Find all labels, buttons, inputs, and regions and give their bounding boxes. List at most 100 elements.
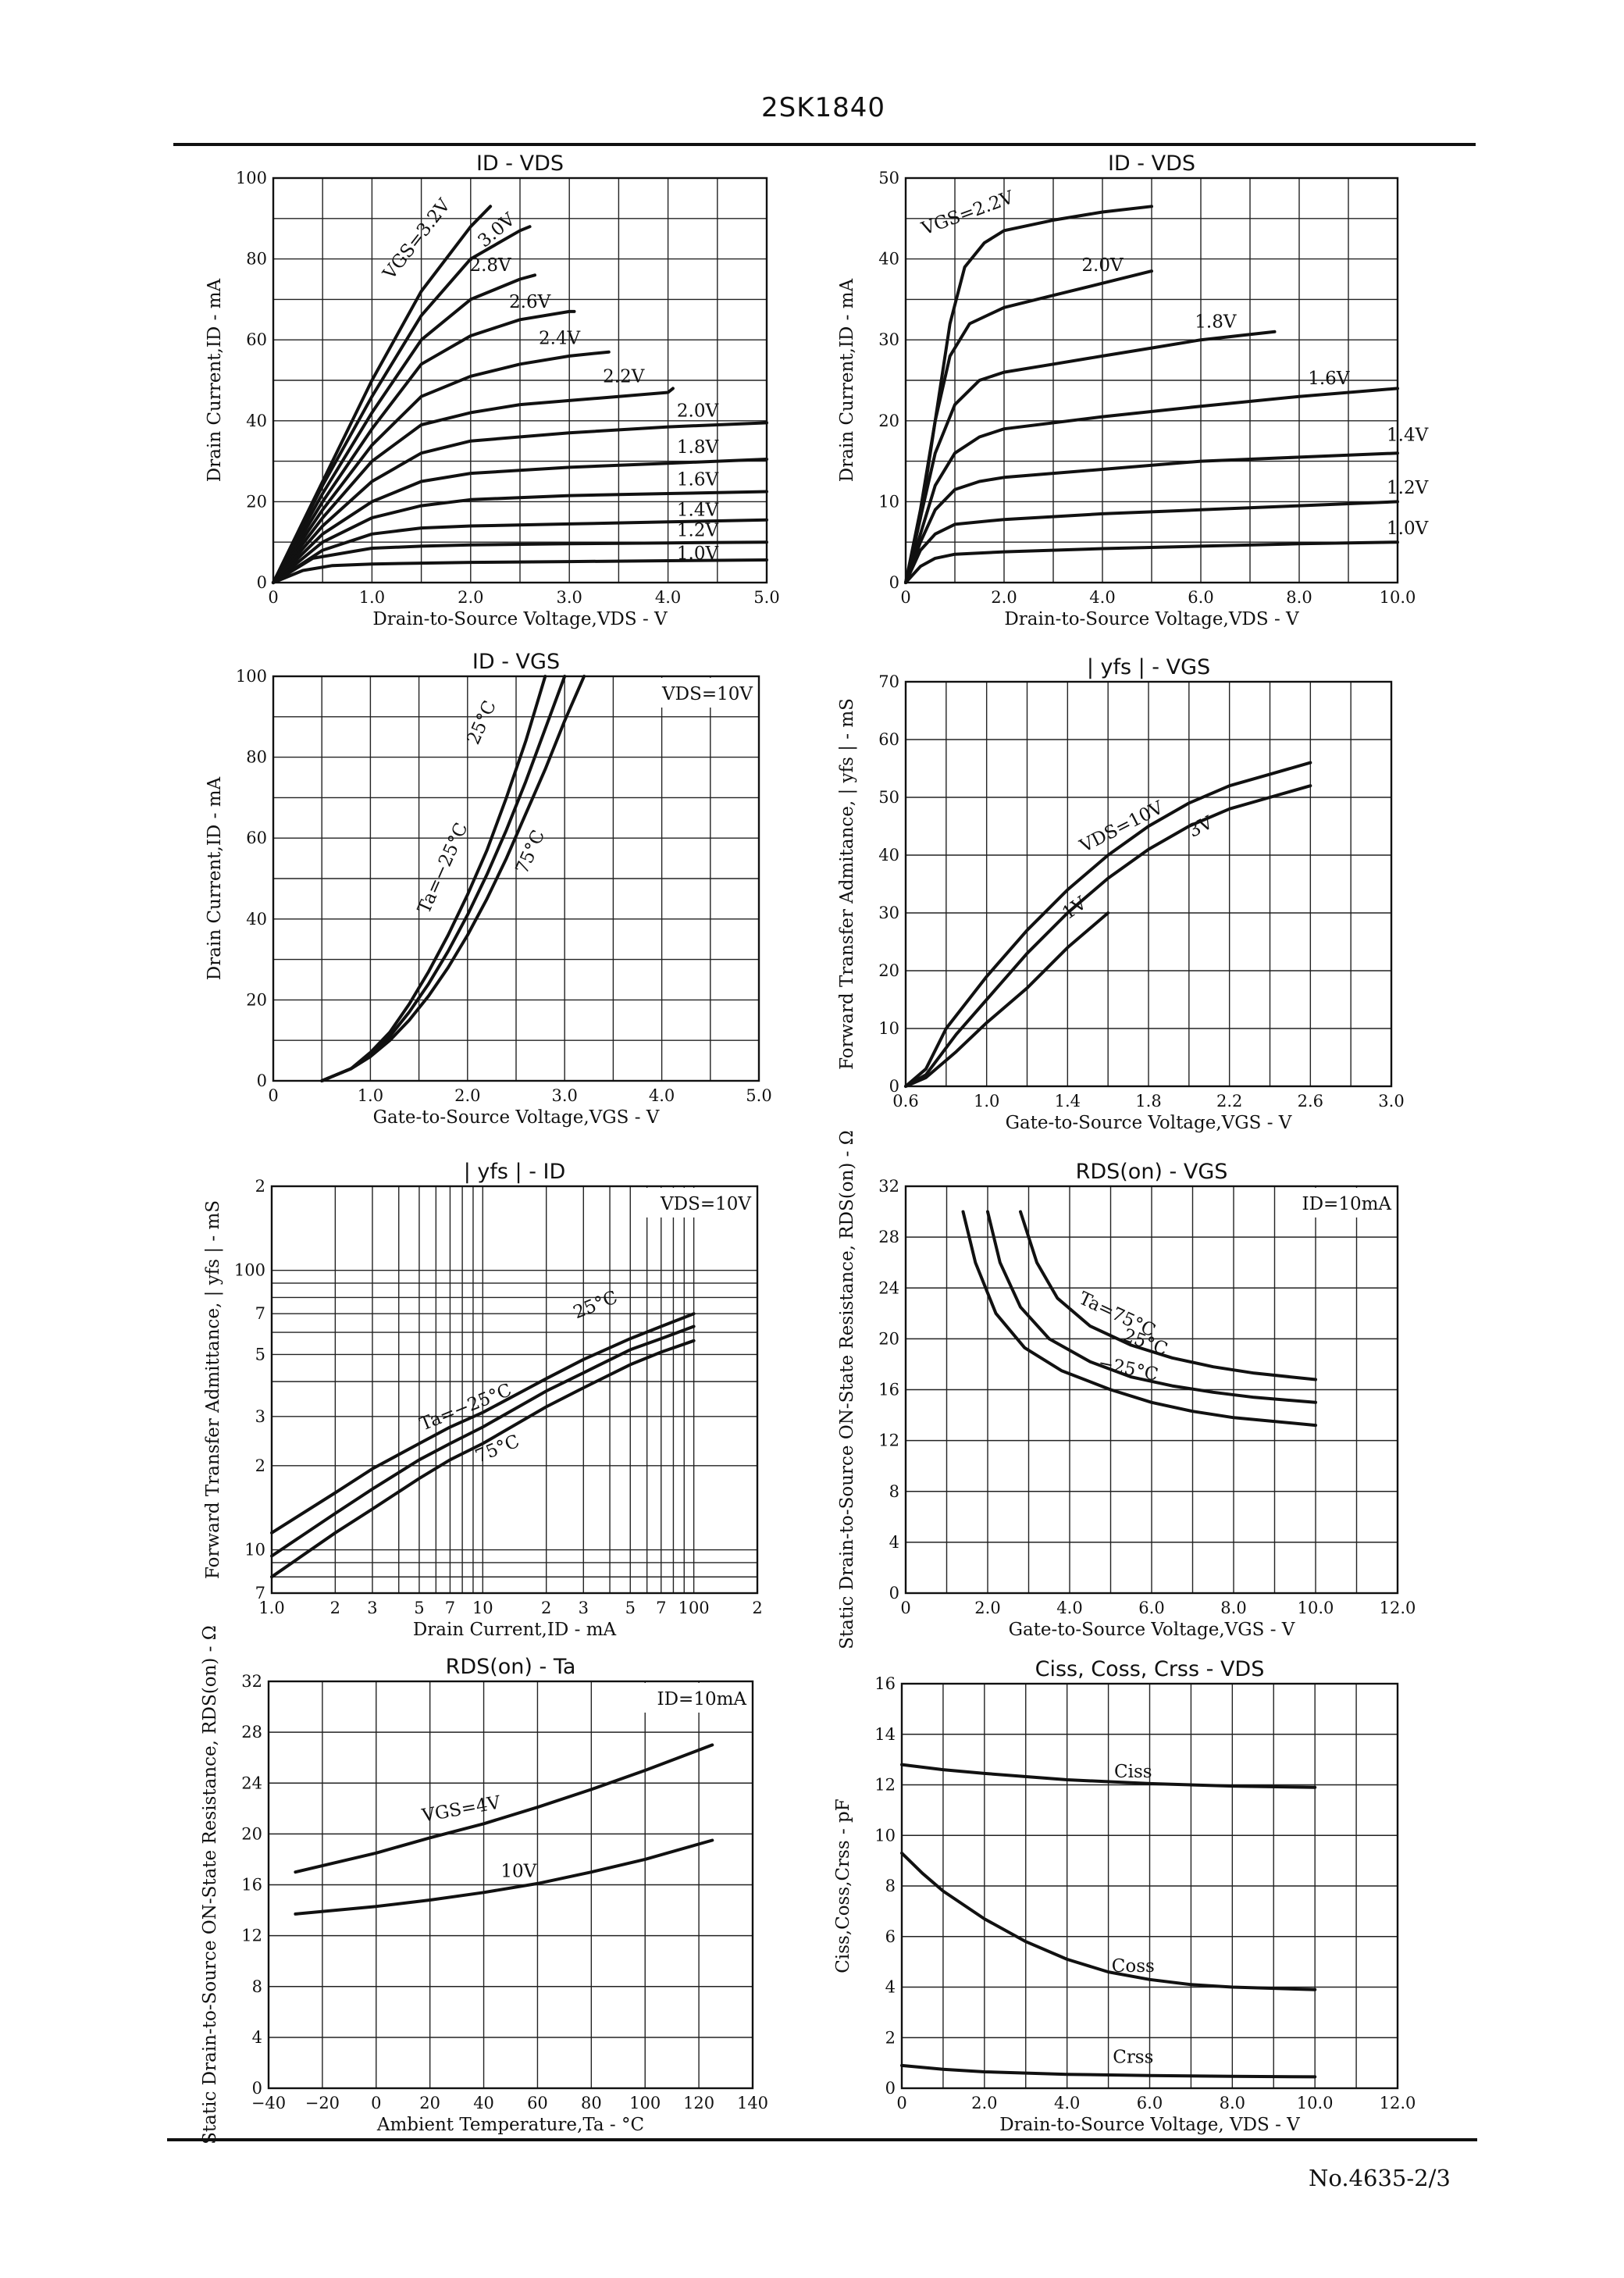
y-tick-label: 32 [241,1672,262,1691]
x-tick-label: 10.0 [1380,588,1416,607]
series-line [272,421,768,584]
chart-title: ID - VGS [472,650,560,674]
x-tick-label: 10.0 [1298,1599,1334,1617]
x-tick-label: 2.0 [454,1086,480,1105]
x-axis-label: Drain-to-Source Voltage,VDS - V [372,609,668,629]
series-line [270,1312,696,1535]
y-tick-label: 10 [878,1019,899,1038]
series-line [904,330,1277,584]
plot-frame [270,1185,759,1595]
series-label: 1.6V [677,470,719,490]
y-tick-label: 16 [241,1876,262,1895]
series-label: 1.4V [677,501,719,521]
y-tick-label: 8 [885,1877,896,1895]
y-tick-label: 2 [885,2028,896,2047]
y-tick-label: 24 [241,1774,262,1792]
series-line [272,540,768,584]
y-tick-label: 40 [246,910,267,929]
x-tick-label: 12.0 [1380,1599,1416,1617]
y-tick-label: 4 [885,1978,896,1997]
chart-title: RDS(on) - Ta [446,1655,576,1679]
x-tick-label: 3.0 [1378,1092,1404,1110]
series-line [904,784,1312,1088]
y-tick-label: 50 [878,788,899,807]
x-tick-label: 0 [371,2094,381,2112]
x-tick-label: 1.0 [974,1092,999,1110]
series-line [270,1339,696,1579]
condition-label: VDS=10V [660,1194,751,1214]
series-line [272,518,768,584]
series-label: 25°C [571,1287,621,1323]
y-tick-label: 20 [246,492,267,511]
x-tick-label: 7 [445,1599,455,1617]
y-tick-label: 20 [241,1824,262,1843]
x-tick-label: 6.0 [1138,1599,1164,1617]
x-tick-label: 8.0 [1286,588,1312,607]
y-axis-label: Static Drain-to-Source ON-State Resistan… [200,1625,220,2144]
x-tick-label: 1.0 [258,1599,284,1617]
series-label: 2.2V [603,367,645,387]
y-tick-label: 32 [878,1177,899,1196]
y-axis-label: Forward Transfer Admittance, | yfs | - m… [203,1200,223,1579]
plot-frame [272,675,760,1082]
series-label: Crss [1113,2048,1153,2068]
x-tick-label: 60 [527,2094,548,2112]
series-label: 25°C [464,697,500,747]
y-tick-label: 20 [878,412,899,430]
x-tick-label: 0 [900,588,910,607]
x-tick-label: 3 [367,1599,377,1617]
x-tick-label: 100 [629,2094,661,2112]
document-number: No.4635-2/3 [1309,2165,1451,2191]
series-line [270,1324,696,1558]
series-line [272,490,768,584]
series-line [904,540,1399,584]
y-tick-label: 5 [255,1345,265,1364]
x-tick-label: 1.0 [359,588,385,607]
y-tick-label: 30 [878,904,899,922]
series-label: 2.6V [509,292,551,312]
plot-frame [904,1185,1399,1595]
y-tick-label: 12 [874,1776,896,1795]
y-tick-label: 8 [889,1482,899,1501]
y-tick-label: 0 [889,1077,899,1096]
series-line [272,387,675,584]
x-tick-label: 2.6 [1298,1092,1323,1110]
x-axis-label: Drain-to-Source Voltage, VDS - V [999,2115,1300,2135]
x-tick-label: 5.0 [753,588,779,607]
series-label: 1.6V [1308,369,1350,389]
y-tick-label: 50 [878,169,899,187]
y-tick-label: 0 [885,2079,896,2098]
series-line [294,1743,714,1874]
y-tick-label: 40 [878,250,899,269]
y-tick-label: 100 [234,1261,265,1280]
x-tick-label: 3.0 [551,1086,577,1105]
condition-box [636,1683,751,1713]
y-tick-label: 60 [878,730,899,749]
x-tick-label: 4.0 [1056,1599,1082,1617]
x-tick-label: 1.8 [1135,1092,1161,1110]
y-tick-label: 80 [246,748,267,767]
series-line [961,1210,1317,1428]
y-tick-label: 4 [252,2028,262,2047]
chart-8: 0 2.0 4.0 6.0 8.0 10.0 12.0 0 2 4 6 8 10 12 14 16 Ciss, … [833,1657,1416,2135]
chart-3: 0 1.0 2.0 3.0 4.0 5.0 0 20 40 60 80 100 ID - VGS Gate… [205,650,772,1128]
y-tick-label: 7 [255,1304,265,1323]
series-label: 1.2V [677,520,719,540]
plot-frame [272,176,768,584]
y-tick-label: 6 [885,1927,896,1946]
x-tick-label: −20 [305,2094,340,2112]
series-label: Coss [1112,1956,1155,1977]
y-tick-label: 28 [878,1228,899,1246]
x-tick-label: 0 [896,2094,906,2112]
series-label: 1.2V [1387,478,1429,498]
x-tick-label: 120 [683,2094,714,2112]
x-tick-label: 3 [579,1599,589,1617]
y-tick-label: 16 [874,1674,896,1693]
plot-frame [904,680,1393,1088]
x-tick-label: 20 [419,2094,440,2112]
chart-2: 0 2.0 4.0 6.0 8.0 10.0 0 10 20 30 40 50 ID - VDS Drai… [837,152,1429,629]
series-line [272,350,611,584]
series-line [272,273,536,584]
